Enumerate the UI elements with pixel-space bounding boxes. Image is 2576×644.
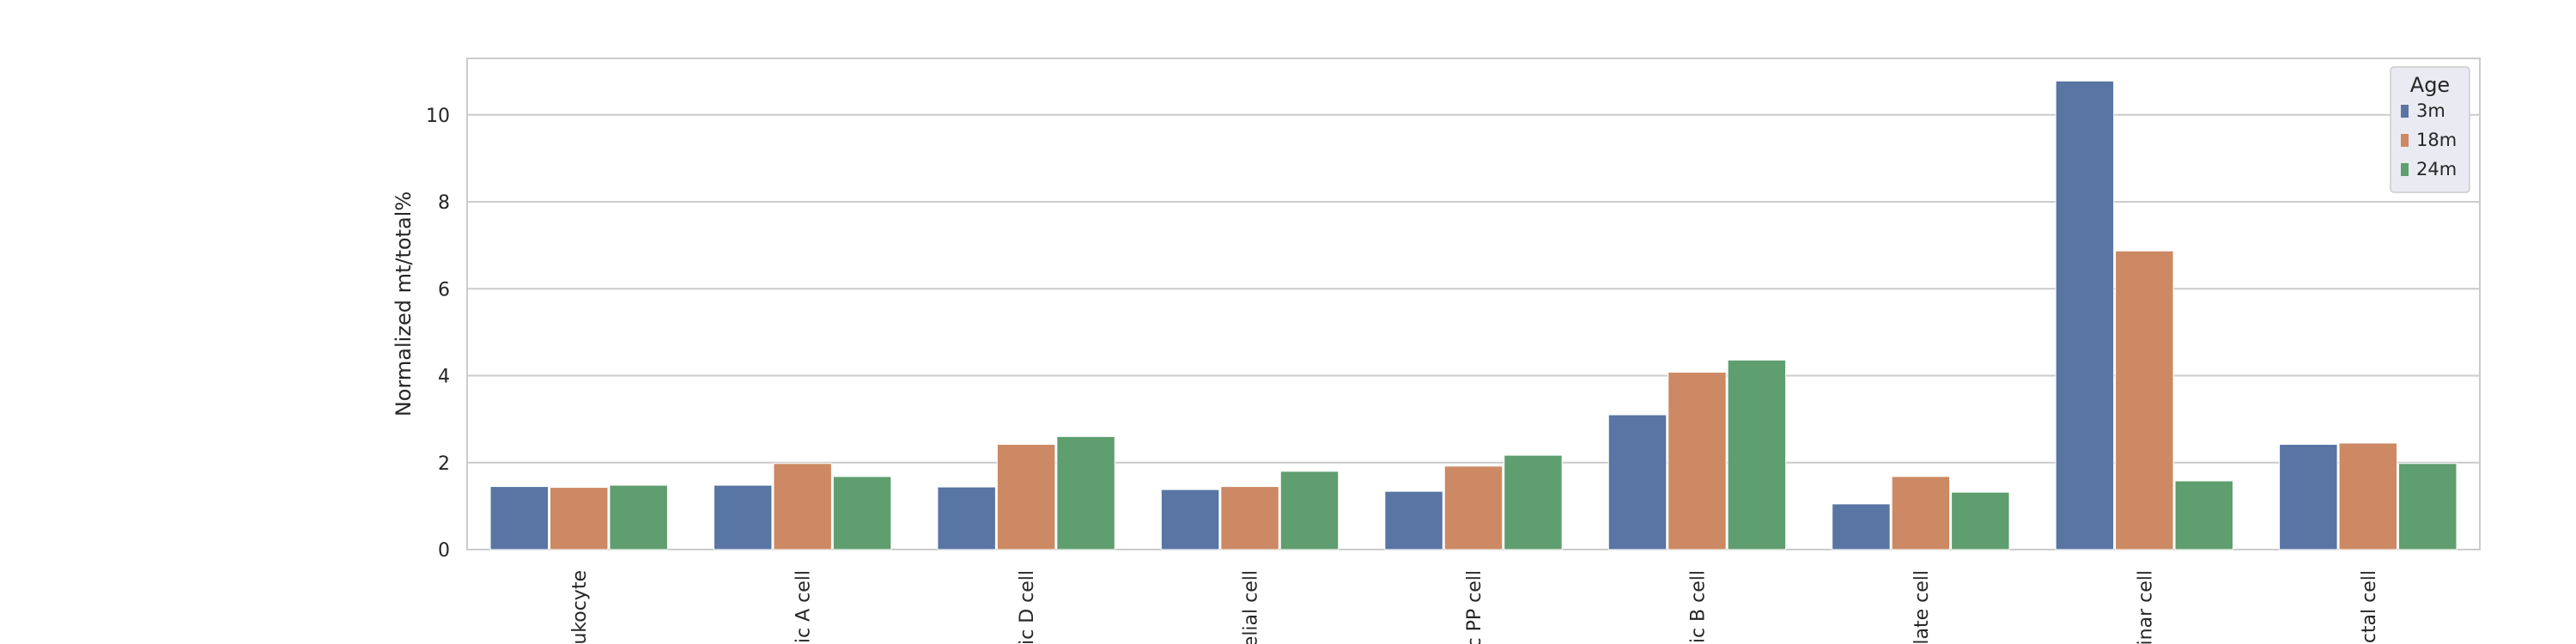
bar-18m-5 — [1668, 371, 1727, 550]
bar-24m-2 — [1056, 435, 1115, 550]
x-tick-label: ic B cell — [1687, 570, 1709, 643]
bar-3m-2 — [937, 486, 996, 550]
legend-swatch-3m — [2401, 105, 2409, 118]
bar-3m-1 — [713, 484, 773, 550]
bar-24m-3 — [1279, 471, 1340, 550]
bar-18m-2 — [996, 444, 1056, 550]
y-tick-label: 6 — [438, 279, 450, 301]
bar-3m-0 — [489, 486, 549, 550]
bar-18m-0 — [549, 487, 609, 550]
bar-18m-6 — [1891, 476, 1951, 550]
bar-3m-7 — [2055, 80, 2115, 550]
legend-label-18m: 18m — [2416, 130, 2457, 150]
bar-18m-3 — [1220, 486, 1279, 550]
y-tick-label: 10 — [426, 106, 450, 127]
bar-3m-3 — [1160, 489, 1220, 550]
y-tick-label: 0 — [438, 540, 450, 562]
bar-18m-4 — [1443, 465, 1504, 550]
x-axis-ticks: ukocyte ic A cell ic D cell elial cell c PP … — [569, 570, 2380, 644]
bars — [489, 80, 2458, 550]
bar-24m-1 — [832, 476, 892, 550]
y-tick-label: 4 — [438, 367, 450, 388]
y-tick-label: 2 — [438, 453, 450, 475]
legend: Age 3m 18m 24m — [2390, 66, 2470, 193]
bar-24m-6 — [1951, 491, 2010, 550]
bar-24m-0 — [609, 484, 668, 550]
bar-3m-4 — [1384, 490, 1443, 550]
bar-3m-6 — [1832, 503, 1891, 550]
y-axis-ticks: 0 2 4 6 8 10 — [426, 106, 450, 562]
bar-18m-7 — [2115, 250, 2174, 550]
legend-label-3m: 3m — [2416, 100, 2445, 121]
x-tick-label: c PP cell — [1464, 570, 1485, 644]
legend-swatch-18m — [2401, 134, 2409, 147]
legend-title: Age — [2410, 73, 2450, 97]
legend-box — [2390, 66, 2470, 193]
bar-3m-8 — [2279, 444, 2338, 550]
bar-24m-8 — [2398, 463, 2458, 550]
legend-label-24m: 24m — [2416, 159, 2457, 179]
bar-24m-4 — [1504, 454, 1563, 550]
x-tick-label: ctal cell — [2359, 570, 2380, 643]
x-tick-label: inar cell — [2135, 570, 2156, 644]
x-tick-label: elial cell — [1241, 570, 1262, 644]
x-tick-label: late cell — [1911, 570, 1933, 644]
legend-swatch-24m — [2401, 163, 2409, 176]
bar-18m-8 — [2338, 442, 2398, 550]
x-tick-label: ukocyte — [569, 570, 591, 644]
bar-24m-5 — [1727, 359, 1787, 550]
y-tick-label: 8 — [438, 192, 450, 214]
bar-24m-7 — [2174, 480, 2234, 550]
x-tick-label: ic A cell — [793, 570, 815, 643]
y-axis-label: Normalized mt/total% — [392, 191, 416, 416]
bar-3m-5 — [1607, 414, 1668, 550]
x-tick-label: ic D cell — [1017, 570, 1038, 644]
bar-18m-1 — [773, 463, 832, 550]
